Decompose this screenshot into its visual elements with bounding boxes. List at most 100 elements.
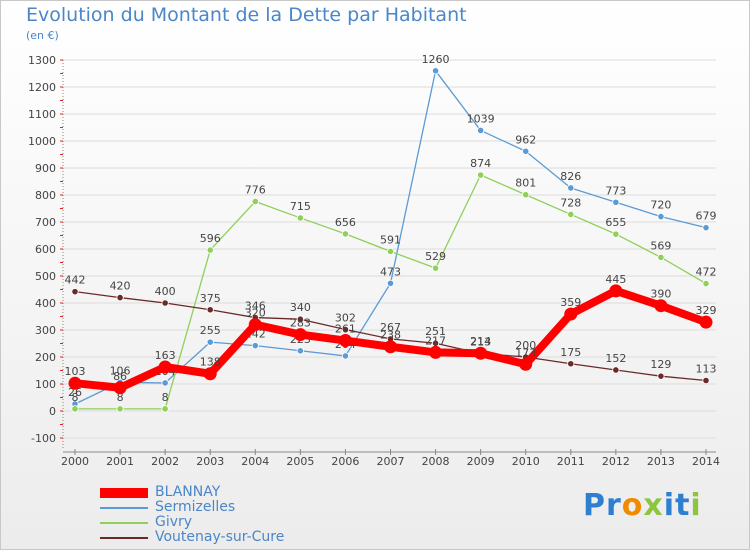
data-label-givry: 776 bbox=[245, 183, 266, 196]
data-point-givry bbox=[341, 230, 350, 238]
data-point-blannay bbox=[113, 381, 127, 395]
data-point-sermizelles bbox=[702, 224, 710, 232]
data-point-sermizelles bbox=[567, 184, 575, 192]
legend-swatch-voutenay bbox=[100, 537, 148, 539]
data-point-givry bbox=[522, 191, 530, 199]
data-label-blannay: 103 bbox=[65, 365, 86, 378]
data-point-sermizelles bbox=[657, 213, 665, 221]
data-point-blannay bbox=[474, 346, 488, 360]
data-label-blannay: 238 bbox=[380, 329, 401, 342]
data-label-sermizelles: 106 bbox=[110, 364, 131, 377]
x-tick-label: 2004 bbox=[241, 455, 269, 468]
data-label-givry: 728 bbox=[560, 196, 581, 209]
data-label-blannay: 320 bbox=[245, 307, 266, 320]
x-tick-label: 2003 bbox=[196, 455, 224, 468]
y-tick-label: 300 bbox=[35, 324, 56, 337]
logo-letter: r bbox=[606, 488, 622, 523]
x-tick-label: 2012 bbox=[602, 455, 630, 468]
y-tick-label: 1000 bbox=[28, 135, 56, 148]
data-point-sermizelles bbox=[522, 147, 530, 155]
data-label-givry: 8 bbox=[72, 391, 79, 404]
data-label-voutenay-sur-cure: 346 bbox=[245, 300, 266, 313]
data-label-givry: 801 bbox=[515, 177, 536, 190]
x-tick-label: 2007 bbox=[377, 455, 405, 468]
data-label-voutenay-sur-cure: 213 bbox=[470, 335, 491, 348]
y-tick-label: 200 bbox=[35, 351, 56, 364]
data-point-voutenay-sur-cure bbox=[71, 288, 79, 296]
x-tick-label: 2005 bbox=[286, 455, 314, 468]
data-label-givry: 569 bbox=[650, 239, 671, 252]
data-label-voutenay-sur-cure: 267 bbox=[380, 321, 401, 334]
data-label-blannay: 283 bbox=[290, 317, 311, 330]
chart-subtitle: (en €) bbox=[26, 29, 59, 42]
data-label-blannay: 445 bbox=[605, 273, 626, 286]
data-point-sermizelles bbox=[612, 198, 620, 206]
y-tick-label: 1100 bbox=[28, 108, 56, 121]
data-point-givry bbox=[702, 279, 710, 288]
y-tick-label: 1200 bbox=[28, 81, 56, 94]
data-point-sermizelles bbox=[341, 352, 350, 360]
data-point-givry bbox=[386, 247, 395, 256]
legend-swatch-sermizelles bbox=[100, 507, 148, 509]
legend-swatch-blannay bbox=[100, 488, 148, 498]
y-tick-label: 1300 bbox=[28, 54, 56, 67]
data-label-blannay: 261 bbox=[335, 323, 356, 336]
data-point-givry bbox=[431, 264, 440, 272]
data-point-blannay bbox=[519, 357, 533, 371]
data-label-blannay: 359 bbox=[560, 296, 581, 309]
data-label-sermizelles: 1039 bbox=[467, 112, 495, 125]
x-tick-label: 2010 bbox=[512, 455, 540, 468]
data-label-givry: 8 bbox=[162, 391, 169, 404]
logo-letter: P bbox=[583, 488, 606, 523]
data-label-givry: 591 bbox=[380, 233, 401, 246]
x-tick-label: 2009 bbox=[467, 455, 495, 468]
y-tick-label: 700 bbox=[35, 216, 56, 229]
data-point-voutenay-sur-cure bbox=[657, 372, 665, 380]
data-point-sermizelles bbox=[431, 67, 440, 75]
data-label-blannay: 217 bbox=[425, 334, 446, 347]
data-point-givry bbox=[251, 197, 259, 206]
logo-letter: x bbox=[643, 488, 664, 523]
data-point-givry bbox=[657, 253, 665, 261]
data-label-sermizelles: 255 bbox=[200, 324, 221, 337]
data-label-voutenay-sur-cure: 302 bbox=[335, 311, 356, 324]
x-tick-label: 2006 bbox=[331, 455, 359, 468]
data-label-sermizelles: 962 bbox=[515, 133, 536, 146]
data-point-sermizelles bbox=[296, 347, 304, 355]
x-tick-label: 2011 bbox=[557, 455, 585, 468]
x-tick-label: 2002 bbox=[151, 455, 179, 468]
data-label-voutenay-sur-cure: 175 bbox=[560, 346, 581, 359]
data-label-sermizelles: 26 bbox=[68, 386, 82, 399]
data-label-givry: 529 bbox=[425, 250, 446, 263]
x-tick-label: 2008 bbox=[422, 455, 450, 468]
data-point-givry bbox=[206, 246, 214, 254]
data-point-sermizelles bbox=[386, 279, 395, 287]
y-tick-label: -100 bbox=[31, 432, 56, 445]
x-tick-label: 2001 bbox=[106, 455, 134, 468]
data-label-sermizelles: 773 bbox=[605, 184, 626, 197]
data-label-givry: 8 bbox=[117, 391, 124, 404]
y-tick-label: 400 bbox=[35, 297, 56, 310]
data-point-blannay bbox=[564, 307, 578, 321]
data-label-voutenay-sur-cure: 420 bbox=[110, 280, 131, 293]
data-point-givry bbox=[116, 405, 124, 413]
data-point-voutenay-sur-cure bbox=[702, 376, 710, 385]
data-label-blannay: 86 bbox=[113, 370, 127, 383]
data-point-givry bbox=[612, 230, 620, 238]
data-label-blannay: 138 bbox=[200, 356, 221, 369]
data-label-sermizelles: 826 bbox=[560, 170, 581, 183]
legend-label-blannay: BLANNAY bbox=[155, 484, 221, 500]
data-label-voutenay-sur-cure: 113 bbox=[696, 362, 717, 375]
data-label-blannay: 214 bbox=[470, 335, 491, 348]
data-label-givry: 656 bbox=[335, 216, 356, 229]
data-point-givry bbox=[296, 214, 304, 222]
data-point-givry bbox=[567, 210, 575, 219]
y-tick-label: 500 bbox=[35, 270, 56, 283]
y-tick-label: 800 bbox=[35, 189, 56, 202]
legend-label-givry: Givry bbox=[155, 514, 193, 530]
data-label-voutenay-sur-cure: 200 bbox=[515, 339, 536, 352]
data-point-blannay bbox=[293, 328, 307, 342]
logo-letter: o bbox=[621, 488, 644, 523]
